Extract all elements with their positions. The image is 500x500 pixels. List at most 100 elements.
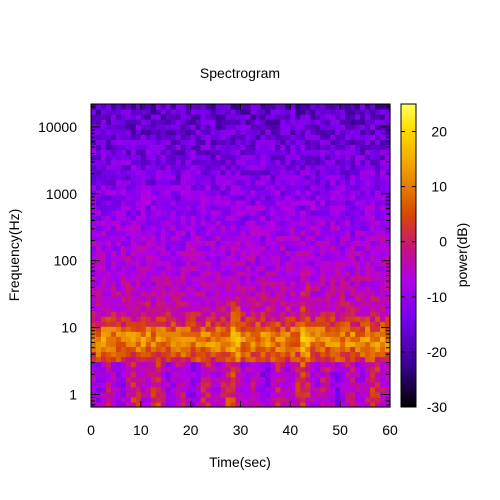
heatmap-cell [305,164,311,171]
heatmap-cell [120,300,127,307]
heatmap-cell [385,270,391,277]
heatmap-cell [280,376,286,383]
heatmap-cell [185,109,192,115]
heatmap-cell [215,336,222,342]
heatmap-cell [260,149,267,156]
heatmap-cell [325,356,331,363]
heatmap-cell [100,189,107,196]
heatmap-cell [100,144,107,151]
heatmap-cell [270,260,276,267]
heatmap-cell [165,386,172,393]
heatmap-cell [360,220,366,226]
heatmap-cell [260,346,267,353]
heatmap-cell [240,295,247,302]
heatmap-cell [110,245,117,252]
heatmap-cell [235,199,242,206]
heatmap-cell [315,225,321,231]
heatmap-cell [220,361,227,368]
heatmap-cell [210,306,217,312]
heatmap-cell [295,321,301,327]
heatmap-cell [220,205,227,211]
heatmap-cell [290,184,296,191]
heatmap-cell [255,189,262,196]
heatmap-cell [300,124,306,130]
heatmap-cell [110,295,117,302]
heatmap-cell [175,346,182,353]
heatmap-cell [360,245,366,252]
heatmap-cell [130,124,137,130]
heatmap-cell [110,401,117,408]
heatmap-cell [285,235,291,241]
heatmap-cell [95,104,102,110]
heatmap-cell [325,401,331,408]
heatmap-cell [365,331,371,337]
heatmap-cell [220,391,227,398]
heatmap-cell [250,326,257,332]
heatmap-cell [370,114,376,120]
heatmap-cell [345,306,351,312]
heatmap-cell [170,361,177,368]
heatmap-cell [115,205,122,211]
heatmap-cell [115,391,122,398]
heatmap-cell [195,144,202,151]
heatmap-cell [245,184,252,191]
heatmap-cell [230,306,237,312]
heatmap-cell [375,199,381,206]
heatmap-cell [275,245,281,252]
heatmap-cell [250,336,257,342]
heatmap-cell [95,159,102,166]
heatmap-cell [195,154,202,161]
heatmap-cell [315,381,321,388]
heatmap-cell [200,179,207,186]
heatmap-cell [355,391,361,398]
heatmap-cell [100,361,107,368]
heatmap-cell [365,134,371,140]
heatmap-cell [150,306,157,312]
heatmap-cell [165,215,172,221]
heatmap-cell [380,194,386,201]
heatmap-cell [100,225,107,231]
heatmap-cell [95,230,102,236]
heatmap-cell [280,139,286,145]
heatmap-cell [115,144,122,151]
heatmap-cell [260,270,267,277]
heatmap-cell [355,205,361,211]
heatmap-cell [320,265,326,272]
heatmap-cell [280,290,286,297]
heatmap-cell [305,285,311,292]
heatmap-cell [380,290,386,297]
heatmap-cell [105,336,112,342]
heatmap-cell [115,376,122,383]
heatmap-cell [115,129,122,135]
heatmap-cell [170,321,177,327]
heatmap-cell [145,396,152,403]
heatmap-cell [185,290,192,297]
heatmap-cell [245,235,252,241]
heatmap-cell [215,401,222,408]
heatmap-cell [355,306,361,312]
heatmap-cell [290,356,296,363]
heatmap-cell [235,326,242,332]
heatmap-cell [155,124,162,130]
heatmap-cell [185,189,192,196]
heatmap-cell [360,199,366,206]
heatmap-cell [195,336,202,342]
heatmap-cell [300,336,306,342]
heatmap-cell [200,376,207,383]
heatmap-cell [135,275,142,282]
heatmap-cell [215,144,222,151]
heatmap-cell [240,366,247,373]
heatmap-cell [190,189,197,196]
heatmap-cell [350,290,356,297]
heatmap-cell [330,104,336,110]
heatmap-cell [350,205,356,211]
heatmap-cell [95,280,102,287]
heatmap-cell [165,285,172,292]
heatmap-cell [250,124,257,130]
heatmap-cell [230,139,237,145]
heatmap-cell [120,215,127,221]
heatmap-cell [180,341,187,347]
heatmap-cell [330,144,336,151]
heatmap-cell [345,109,351,115]
heatmap-cell [215,300,222,307]
